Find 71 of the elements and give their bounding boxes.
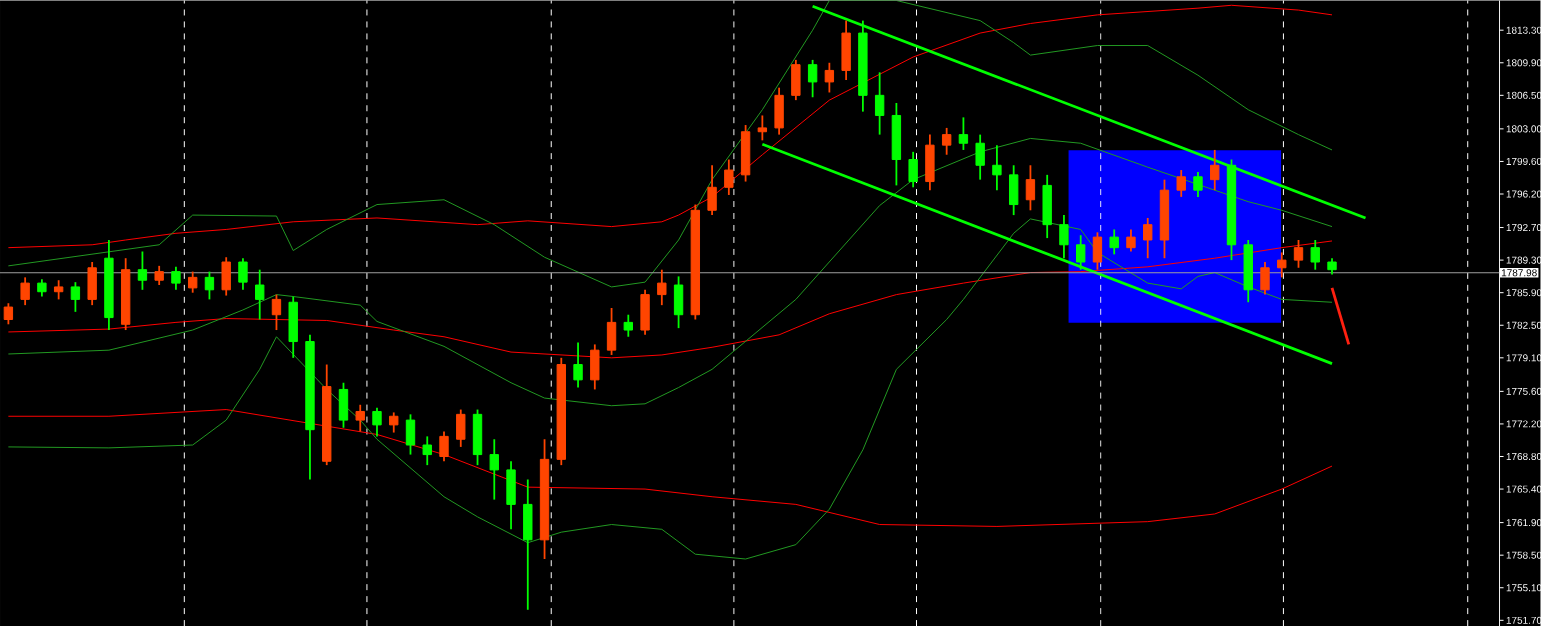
candlestick [137, 250, 148, 291]
candlestick [573, 341, 583, 389]
y-tick-label: 1761.90 [1506, 519, 1542, 527]
candlestick [355, 404, 365, 433]
y-tick-label: 1785.90 [1506, 289, 1542, 297]
candlestick [70, 281, 81, 313]
candlestick [975, 133, 985, 181]
y-tick-label: 1775.60 [1506, 388, 1542, 396]
candlestick [20, 276, 30, 307]
candlestick [1025, 164, 1036, 212]
candlestick [1310, 239, 1320, 271]
candlestick [657, 269, 667, 307]
y-tick-label: 1789.30 [1506, 256, 1542, 264]
candlestick [1293, 239, 1304, 269]
y-tick-label: 1779.10 [1506, 354, 1542, 362]
candlestick [255, 269, 265, 321]
line-series [7, 218, 1333, 560]
candlestick [171, 266, 181, 291]
candlestick [372, 406, 382, 438]
candlestick [724, 158, 734, 197]
y-tick-label: 1768.80 [1506, 453, 1542, 461]
candlestick [807, 59, 818, 99]
y-tick-label: 1755.10 [1506, 584, 1542, 592]
candlestick [271, 293, 282, 332]
candlestick [1260, 261, 1270, 296]
y-tick-label: 1758.50 [1506, 551, 1542, 559]
candlestick [1109, 228, 1119, 256]
candlestick [188, 270, 198, 294]
candlestick [389, 411, 399, 434]
line-series [7, 138, 1333, 407]
candlestick [992, 144, 1002, 192]
candlestick [1143, 217, 1153, 260]
y-tick-label: 1809.90 [1506, 59, 1542, 67]
candlestick [439, 430, 449, 463]
y-tick-label: 1813.30 [1506, 26, 1542, 34]
candlestick [422, 435, 432, 467]
candlestick [908, 151, 918, 189]
y-tick-label: 1806.50 [1506, 92, 1542, 100]
y-tick-label: 1796.20 [1506, 190, 1542, 198]
candlestick [1126, 228, 1136, 253]
y-tick-label: 1765.40 [1506, 485, 1542, 493]
candlestick [941, 127, 952, 156]
candlestick [824, 62, 835, 94]
candlestick [874, 71, 885, 136]
candlestick [1176, 169, 1186, 198]
y-tick-label: 1799.60 [1506, 158, 1542, 166]
candlestick [623, 314, 633, 338]
candlestick [154, 265, 164, 287]
candlestick [958, 116, 969, 152]
line-series [7, 240, 1333, 359]
y-tick-label: 1803.00 [1506, 125, 1542, 133]
candlestick [707, 164, 717, 217]
candlestick [204, 270, 215, 301]
line-series [7, 5, 1333, 249]
candlestick [1059, 214, 1069, 260]
candlestick [1076, 234, 1086, 271]
candlestick [757, 114, 768, 142]
candlestick [3, 302, 14, 326]
candlestick [238, 257, 248, 291]
candlestick [53, 279, 64, 301]
candlestick [1277, 251, 1287, 279]
y-tick-label: 1772.20 [1506, 420, 1542, 428]
y-tick-label: 1792.70 [1506, 224, 1542, 232]
line-series [7, 409, 1333, 528]
ref-line-label: 1787.98 [1501, 269, 1537, 277]
candlestick [1193, 171, 1203, 198]
line-series [7, 0, 1333, 288]
candlestick [489, 438, 499, 501]
y-tick-label: 1782.50 [1506, 321, 1542, 329]
y-tick-label: 1751.70 [1506, 616, 1542, 625]
candlestick [1210, 149, 1220, 192]
